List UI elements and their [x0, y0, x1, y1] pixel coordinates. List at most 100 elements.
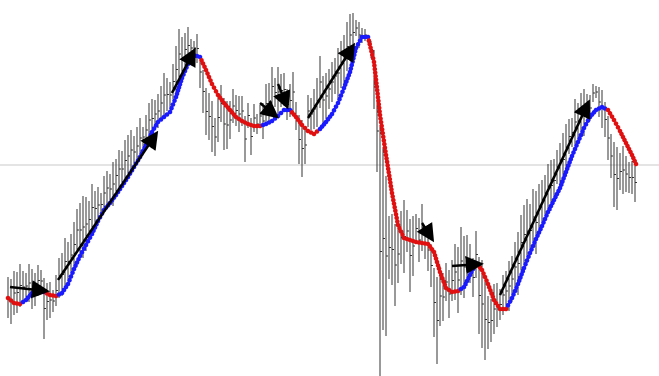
trend-dot-down [503, 306, 509, 312]
trend-dot-up [169, 105, 174, 111]
trend-dot-up [355, 42, 361, 47]
trend-dot-down [392, 204, 397, 210]
trend-dot-up [357, 38, 363, 43]
trend-dot-down [376, 102, 382, 107]
trend-dot-down [213, 89, 219, 94]
signal-arrow [259, 99, 280, 119]
trend-dot-down [372, 66, 378, 72]
trend-dot-down [377, 112, 383, 118]
trend-dot-down [607, 111, 613, 116]
trend-dot-down [379, 127, 385, 132]
signal-arrow [306, 42, 356, 119]
trend-dot-up [544, 213, 549, 218]
signal-arrow [9, 280, 50, 299]
trend-dot-up [577, 136, 582, 141]
trend-dot-down [380, 134, 386, 140]
trend-dot-up [85, 239, 91, 244]
trend-dot-down [372, 63, 377, 68]
trend-dot-down [384, 159, 390, 165]
trend-dot-down [302, 125, 308, 131]
trend-dot-up [79, 250, 85, 255]
trend-dot-down [374, 87, 380, 93]
trend-dot-up [329, 111, 335, 117]
trend-dot-up [172, 98, 177, 104]
trend-dot-up [511, 292, 516, 297]
trend-dot-down [376, 105, 382, 111]
trend-dot-down [382, 145, 388, 151]
trend-dot-down [366, 38, 372, 43]
trend-dot-up [514, 285, 519, 290]
trend-dot-down [380, 130, 386, 136]
trend-dot-down [383, 149, 388, 154]
trend-dot-down [391, 201, 397, 206]
trend-dot-down [383, 152, 389, 158]
trend-dot-down [394, 215, 399, 221]
trend-dot-down [368, 45, 373, 51]
trend-dot-up [338, 93, 344, 98]
trend-dot-up [87, 235, 93, 240]
trend-dot-up [580, 129, 585, 134]
trend-dot-down [613, 121, 619, 126]
trend-dot-down [369, 52, 375, 58]
trend-dot-up [542, 216, 548, 222]
trend-dot-down [387, 176, 393, 182]
trend-dot-down [633, 161, 639, 167]
trend-dot-down [390, 194, 395, 199]
trend-dot-down [484, 278, 489, 283]
trend-dot-up [335, 100, 341, 106]
signal-arrow [56, 130, 159, 281]
trend-dot-up [167, 109, 173, 115]
trend-dot-up [67, 277, 72, 283]
trend-dot-down [385, 166, 391, 172]
trend-dot-up [574, 143, 579, 148]
trend-dot-down [369, 48, 374, 54]
trend-dot-down [378, 116, 383, 121]
price-bars [7, 13, 637, 376]
trend-dot-down [611, 117, 617, 123]
trend-dot-up [572, 146, 578, 152]
trend-dot-down [389, 187, 394, 192]
signal-arrow [170, 47, 196, 94]
trend-dot-down [377, 109, 382, 114]
trend-dot-down [299, 122, 305, 128]
trend-dot-up [70, 270, 75, 276]
trend-dot-up [81, 246, 87, 251]
trend-dot-up [509, 295, 515, 301]
trend-dot-up [539, 223, 545, 229]
trend-dot-down [208, 78, 213, 83]
trend-dot-down [609, 114, 615, 119]
trend-dot-up [575, 139, 581, 145]
trend-dot-down [370, 56, 376, 61]
trend-dot-up [83, 242, 89, 248]
trend-dot-down [386, 169, 392, 175]
trend-dot-up [337, 96, 342, 102]
trend-dot-down [395, 219, 400, 224]
trend-dot-up [521, 265, 527, 271]
trend-dot-down [393, 208, 398, 214]
trend-dot-down [605, 107, 611, 113]
trend-dot-down [372, 70, 378, 75]
trend-dot-up [278, 110, 284, 116]
trend-dot-up [331, 108, 337, 113]
trend-dot-down [385, 163, 390, 168]
signal-arrows [9, 42, 591, 299]
trend-dot-down [209, 81, 215, 87]
trend-dot-down [381, 138, 387, 143]
trend-dot-down [393, 212, 399, 217]
signal-arrow [498, 99, 591, 296]
trend-dot-up [77, 253, 83, 259]
trend-dot-down [482, 274, 488, 280]
trend-dot-down [379, 123, 384, 129]
trend-dot-down [206, 74, 212, 80]
trend-dot-up [530, 243, 536, 249]
trend-dot-up [571, 150, 576, 155]
trend-dot-up [529, 247, 534, 252]
trend-dot-down [373, 77, 379, 82]
trend-dot-up [68, 274, 74, 279]
trend-dot-down [367, 41, 373, 47]
trend-dot-up [365, 34, 371, 40]
trend-dot-up [512, 288, 518, 294]
trend-dot-up [524, 258, 530, 263]
trend-dot-down [205, 71, 210, 76]
trend-dot-up [569, 153, 575, 159]
